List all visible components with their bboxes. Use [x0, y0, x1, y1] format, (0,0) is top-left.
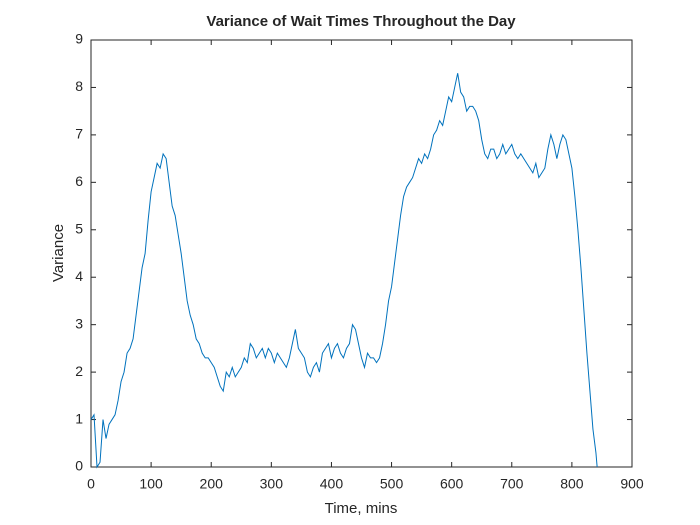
x-tick-label: 600 — [440, 476, 464, 492]
x-tick-label: 200 — [200, 476, 224, 492]
y-tick-label: 1 — [75, 410, 83, 426]
x-tick-label: 800 — [560, 476, 584, 492]
y-axis-label: Variance — [50, 224, 67, 282]
x-tick-label: 300 — [260, 476, 284, 492]
y-tick-label: 7 — [75, 126, 83, 142]
x-tick-label: 700 — [500, 476, 524, 492]
y-tick-label: 4 — [75, 268, 83, 284]
y-tick-label: 5 — [75, 220, 83, 236]
y-tick-label: 9 — [75, 31, 83, 47]
x-tick-label: 400 — [320, 476, 344, 492]
y-tick-label: 2 — [75, 363, 83, 379]
chart-title: Variance of Wait Times Throughout the Da… — [206, 13, 516, 30]
x-tick-label: 900 — [620, 476, 644, 492]
x-tick-label: 0 — [87, 476, 95, 492]
data-line — [90, 73, 598, 469]
y-tick-label: 0 — [75, 458, 83, 474]
x-tick-label: 500 — [380, 476, 404, 492]
y-tick-label: 6 — [75, 173, 83, 189]
y-tick-label: 8 — [75, 78, 83, 94]
plot-area — [90, 39, 633, 468]
y-tick-label: 3 — [75, 315, 83, 331]
x-tick-label: 100 — [139, 476, 163, 492]
x-axis-label: Time, mins — [325, 500, 398, 517]
